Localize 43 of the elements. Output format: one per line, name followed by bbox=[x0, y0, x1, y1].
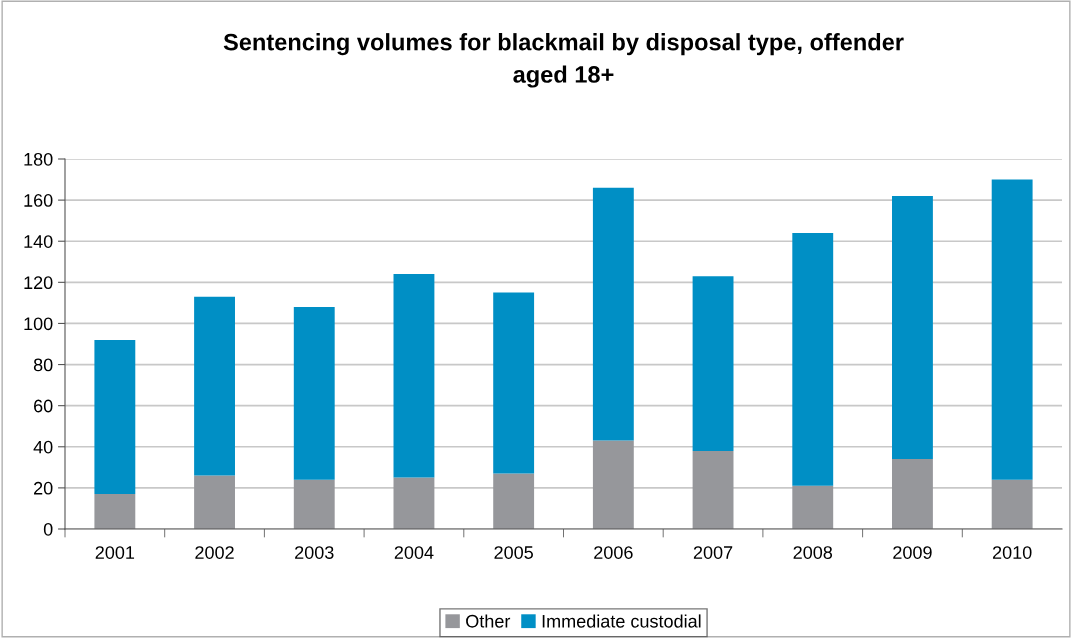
bar bbox=[194, 296, 235, 476]
y-tick-label: 20 bbox=[34, 481, 53, 495]
bar bbox=[393, 274, 435, 478]
y-tick-label: 0 bbox=[43, 522, 53, 536]
bar bbox=[94, 494, 136, 529]
y-tick-label: 140 bbox=[24, 235, 53, 248]
bar bbox=[892, 459, 933, 529]
bar bbox=[792, 233, 834, 486]
bar bbox=[493, 292, 535, 474]
chart-title: Sentencing volumes for blackmail by disposal type, offender aged 18+ bbox=[223, 33, 904, 88]
bar bbox=[592, 440, 634, 529]
bar bbox=[892, 196, 933, 460]
bar bbox=[592, 187, 634, 441]
y-tick-label: 40 bbox=[33, 440, 53, 454]
x-tick-label: 2003 bbox=[295, 546, 334, 559]
bar bbox=[792, 485, 834, 529]
y-tick-label: 120 bbox=[24, 276, 53, 290]
bar bbox=[293, 479, 335, 529]
bar bbox=[393, 477, 435, 529]
bar bbox=[94, 339, 136, 495]
bar bbox=[493, 473, 535, 529]
x-tick-label: 2009 bbox=[893, 546, 932, 559]
x-tick-label: 2005 bbox=[494, 546, 533, 559]
y-tick-label: 180 bbox=[24, 152, 53, 166]
legend-label: Other bbox=[466, 614, 511, 628]
x-tick-label: 2001 bbox=[95, 546, 135, 559]
bar bbox=[293, 307, 335, 480]
y-tick-label: 60 bbox=[34, 399, 53, 413]
y-tick-label: 80 bbox=[33, 358, 53, 372]
bar bbox=[194, 475, 235, 529]
y-tick-label: 100 bbox=[24, 317, 53, 331]
bar bbox=[991, 179, 1033, 480]
x-tick-label: 2006 bbox=[594, 546, 633, 559]
x-tick-label: 2004 bbox=[394, 546, 434, 559]
x-tick-label: 2010 bbox=[992, 546, 1032, 559]
legend-label: Immediate custodial bbox=[542, 614, 701, 628]
bar bbox=[991, 479, 1033, 529]
y-tick-label: 160 bbox=[24, 194, 53, 207]
bar bbox=[692, 276, 734, 451]
x-tick-label: 2008 bbox=[793, 546, 833, 559]
x-tick-label: 2007 bbox=[693, 546, 733, 559]
x-tick-label: 2002 bbox=[195, 546, 234, 559]
bar bbox=[692, 450, 734, 529]
